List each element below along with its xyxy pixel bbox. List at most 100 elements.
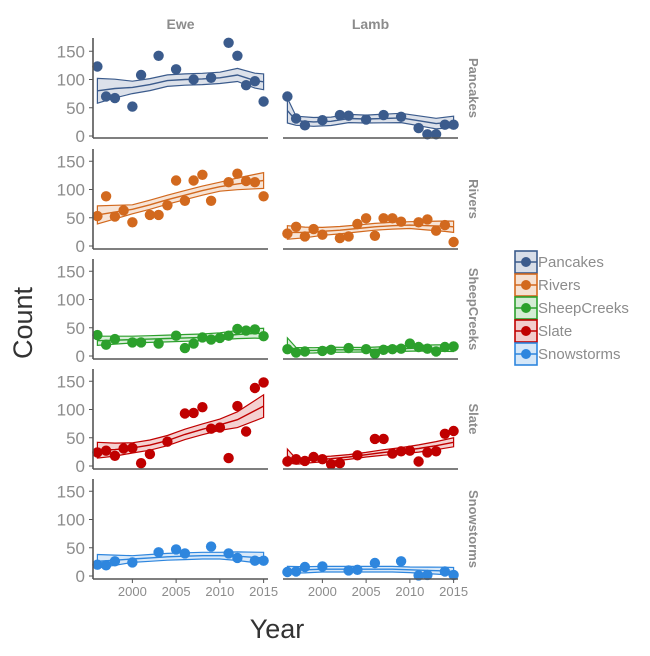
data-point-snowstorms-ewe	[258, 555, 269, 566]
data-point-rivers-lamb	[308, 223, 319, 235]
data-point-sheepcreeks-ewe	[179, 342, 191, 354]
data-point-rivers-ewe	[249, 177, 261, 188]
y-tick-label: 50	[66, 429, 85, 448]
data-point-pancakes-ewe	[240, 80, 252, 91]
data-point-slate-ewe	[92, 447, 103, 458]
x-axis-title: Year	[250, 614, 305, 644]
data-point-slate-ewe	[118, 443, 129, 454]
data-point-snowstorms-lamb	[343, 565, 354, 576]
data-point-slate-lamb	[378, 433, 389, 445]
legend-key-point	[521, 303, 531, 313]
y-tick-label: 150	[57, 152, 85, 171]
legend-key-point	[521, 326, 531, 336]
row-strip-rivers: Rivers	[466, 179, 481, 219]
data-point-pancakes-ewe	[205, 72, 217, 84]
data-point-rivers-ewe	[232, 168, 243, 179]
data-point-snowstorms-ewe	[100, 560, 112, 571]
data-point-pancakes-lamb	[413, 122, 424, 134]
data-point-sheepcreeks-ewe	[258, 331, 269, 342]
data-point-rivers-lamb	[413, 217, 424, 228]
confidence-band-pancakes-ewe	[96, 67, 265, 105]
data-point-slate-lamb	[395, 446, 407, 457]
y-tick-label: 0	[76, 237, 85, 256]
x-tick-label: 2005	[352, 584, 381, 599]
data-point-rivers-lamb	[439, 219, 451, 231]
axes: 0 50 100 150 0 50 100 150 0 50 100 150 0 50 100 150 0 50 1…	[57, 38, 468, 599]
data-point-snowstorms-ewe	[249, 555, 261, 566]
data-point-pancakes-lamb	[282, 91, 293, 102]
data-point-pancakes-ewe	[258, 96, 269, 107]
data-point-rivers-ewe	[92, 210, 103, 222]
data-point-snowstorms-ewe	[153, 547, 164, 558]
y-tick-label: 100	[57, 71, 85, 90]
fit-line-snowstorms-lamb	[287, 568, 454, 573]
data-point-snowstorms-lamb	[439, 566, 451, 577]
data-point-snowstorms-lamb	[290, 566, 302, 577]
data-point-sheepcreeks-lamb	[282, 344, 293, 355]
data-point-rivers-lamb	[343, 231, 354, 242]
panels	[92, 37, 459, 581]
data-point-sheepcreeks-lamb	[422, 343, 433, 354]
data-point-slate-ewe	[205, 423, 217, 434]
legend-item-snowstorms: Snowstorms	[514, 342, 621, 366]
legend-label: SheepCreeks	[538, 300, 629, 317]
data-point-pancakes-ewe	[127, 101, 138, 112]
data-point-slate-lamb	[413, 456, 424, 467]
data-point-rivers-lamb	[422, 214, 433, 225]
data-point-sheepcreeks-lamb	[299, 346, 311, 357]
data-point-sheepcreeks-lamb	[325, 344, 337, 355]
legend-label: Pancakes	[538, 254, 604, 271]
data-point-rivers-ewe	[162, 200, 173, 211]
data-point-slate-lamb	[325, 459, 337, 470]
data-point-rivers-lamb	[387, 213, 398, 224]
fit-line-pancakes-ewe	[97, 74, 264, 92]
row-strip-slate: Slate	[466, 403, 481, 434]
y-tick-label: 150	[57, 262, 85, 281]
data-point-rivers-lamb	[448, 236, 459, 248]
data-point-snowstorms-lamb	[282, 566, 293, 578]
data-point-rivers-lamb	[395, 216, 407, 227]
data-point-snowstorms-lamb	[395, 556, 407, 567]
data-point-slate-lamb	[387, 448, 398, 459]
legend-label: Slate	[538, 323, 572, 340]
data-point-sheepcreeks-lamb	[378, 344, 389, 355]
y-tick-label: 100	[57, 181, 85, 200]
data-point-slate-lamb	[404, 445, 416, 456]
x-tick-label: 2015	[249, 584, 278, 599]
data-point-sheepcreeks-ewe	[240, 325, 252, 336]
data-point-sheepcreeks-ewe	[127, 337, 138, 348]
y-tick-label: 50	[66, 539, 85, 558]
data-point-rivers-ewe	[153, 209, 164, 221]
data-point-sheepcreeks-ewe	[214, 332, 226, 344]
data-point-pancakes-lamb	[299, 120, 311, 131]
data-point-rivers-ewe	[109, 211, 121, 222]
data-point-sheepcreeks-ewe	[232, 323, 243, 335]
row-strip-snowstorms: Snowstorms	[466, 490, 481, 568]
data-point-sheepcreeks-lamb	[369, 348, 381, 359]
data-point-sheepcreeks-lamb	[439, 341, 451, 353]
data-point-slate-ewe	[258, 377, 269, 388]
data-point-sheepcreeks-ewe	[135, 337, 147, 348]
data-point-slate-lamb	[317, 454, 328, 465]
data-point-rivers-ewe	[118, 205, 129, 216]
data-point-sheepcreeks-lamb	[430, 346, 442, 357]
data-point-pancakes-ewe	[153, 50, 164, 61]
data-point-slate-ewe	[162, 436, 173, 447]
y-axis-title: Count	[8, 286, 38, 359]
data-point-sheepcreeks-ewe	[170, 330, 182, 341]
data-point-snowstorms-lamb	[448, 569, 459, 581]
data-point-rivers-ewe	[205, 195, 217, 206]
data-point-pancakes-lamb	[439, 119, 451, 130]
data-point-pancakes-ewe	[92, 61, 103, 72]
data-point-snowstorms-ewe	[92, 559, 103, 570]
data-point-pancakes-lamb	[430, 129, 442, 140]
data-point-slate-ewe	[135, 458, 147, 469]
data-point-rivers-lamb	[352, 218, 363, 230]
data-point-rivers-lamb	[430, 225, 442, 236]
data-point-rivers-lamb	[378, 213, 389, 224]
data-point-rivers-lamb	[317, 229, 328, 240]
legend-key-point	[521, 257, 531, 267]
data-point-rivers-ewe	[127, 217, 138, 228]
data-point-sheepcreeks-lamb	[290, 347, 302, 358]
